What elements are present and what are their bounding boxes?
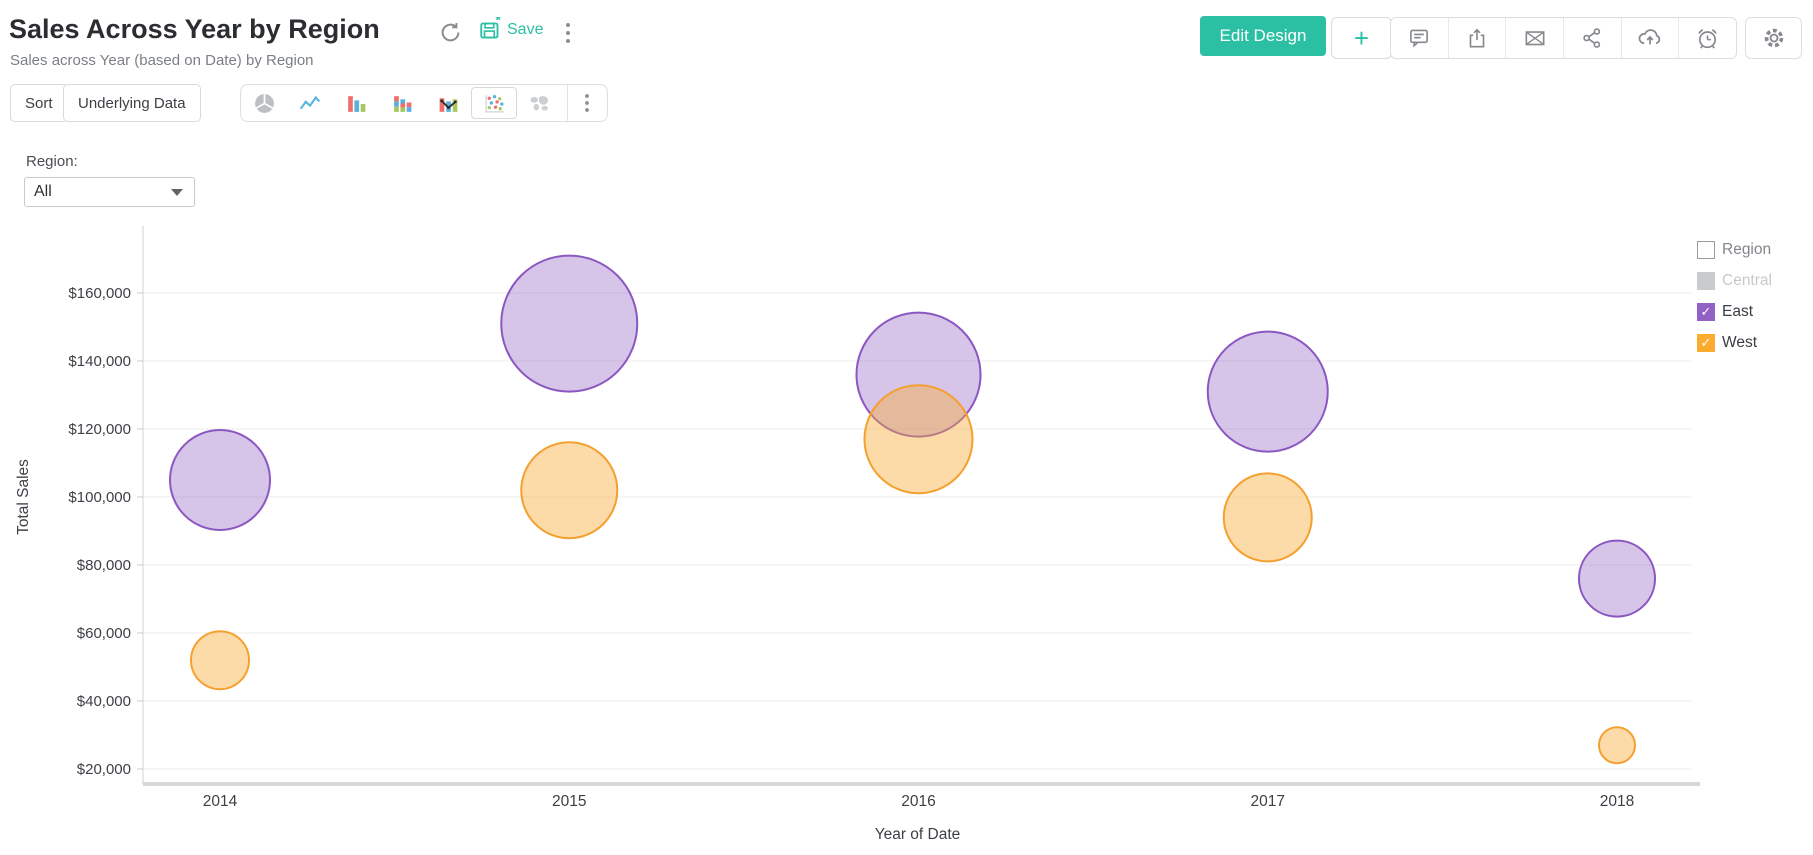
- x-tick-label: 2014: [203, 793, 238, 810]
- bubble-east-2018[interactable]: [1578, 539, 1656, 618]
- underlying-data-button[interactable]: Underlying Data: [63, 84, 201, 122]
- y-axis-title: Total Sales: [15, 459, 32, 535]
- chart-type-pie-icon[interactable]: [241, 87, 287, 119]
- sort-button[interactable]: Sort: [10, 84, 68, 122]
- x-tick-label: 2015: [552, 793, 586, 810]
- legend-label-central: Central: [1722, 271, 1772, 289]
- y-tick-label: $100,000: [68, 489, 131, 506]
- refresh-icon[interactable]: [437, 19, 464, 46]
- x-tick-label: 2017: [1251, 793, 1285, 810]
- share-icon: [1583, 28, 1601, 48]
- email-icon: [1525, 31, 1545, 46]
- export-button[interactable]: [1447, 18, 1506, 58]
- bubble-west-2014[interactable]: [190, 630, 250, 691]
- y-tick-label: $160,000: [68, 285, 131, 302]
- bubble-west-2015[interactable]: [520, 441, 619, 540]
- edit-design-button[interactable]: Edit Design: [1200, 16, 1326, 56]
- y-tick-label: $20,000: [77, 761, 131, 778]
- alarm-clock-icon: [1698, 28, 1717, 49]
- chart-type-map-icon[interactable]: [517, 87, 563, 119]
- chart-type-line-icon[interactable]: [287, 87, 333, 119]
- region-filter-dropdown[interactable]: All: [24, 177, 195, 207]
- legend-header-row[interactable]: Region: [1697, 240, 1772, 259]
- bubble-west-2016[interactable]: [863, 384, 974, 495]
- bubble-west-2018[interactable]: [1598, 726, 1636, 765]
- legend-checkbox-central[interactable]: [1697, 271, 1715, 290]
- cloud-upload-button[interactable]: [1620, 18, 1679, 58]
- chart-type-stacked-bar-icon[interactable]: [379, 87, 425, 119]
- save-button[interactable]: * Save: [478, 17, 543, 43]
- bubble-east-2014[interactable]: [169, 429, 271, 531]
- chart-type-bar-icon[interactable]: [333, 87, 379, 119]
- legend-item-central[interactable]: Central: [1697, 271, 1772, 290]
- svg-text:*: *: [495, 17, 501, 28]
- legend-checkbox-west[interactable]: ✓: [1697, 333, 1715, 352]
- chart-legend: Region Central ✓ East ✓ West: [1697, 240, 1772, 364]
- header-kebab-icon[interactable]: [558, 20, 578, 46]
- legend-checkbox-east[interactable]: ✓: [1697, 302, 1715, 321]
- x-tick-label: 2018: [1600, 793, 1634, 810]
- save-label: Save: [507, 21, 544, 38]
- legend-item-east[interactable]: ✓ East: [1697, 302, 1772, 321]
- toolbar-divider: [567, 85, 568, 121]
- chart-type-toolbar: [240, 84, 608, 122]
- region-filter-value: All: [34, 183, 52, 200]
- legend-label-east: East: [1722, 302, 1754, 320]
- legend-label-west: West: [1722, 333, 1758, 351]
- y-tick-label: $120,000: [68, 421, 131, 438]
- alert-button[interactable]: [1678, 18, 1736, 58]
- y-tick-label: $80,000: [77, 557, 131, 574]
- bubble-east-2015[interactable]: [500, 254, 639, 393]
- export-icon: [1469, 28, 1485, 48]
- cloud-upload-icon: [1638, 29, 1661, 45]
- add-button[interactable]: +: [1331, 17, 1392, 59]
- chart-type-more-icon[interactable]: [568, 91, 606, 115]
- share-button[interactable]: [1563, 18, 1621, 58]
- page-subtitle: Sales across Year (based on Date) by Reg…: [10, 52, 314, 69]
- chart-type-scatter-icon[interactable]: [471, 87, 517, 119]
- comment-button[interactable]: [1391, 18, 1448, 58]
- email-button[interactable]: [1505, 18, 1563, 58]
- y-tick-label: $60,000: [77, 625, 131, 642]
- y-tick-label: $40,000: [77, 693, 131, 710]
- legend-title: Region: [1722, 240, 1772, 258]
- header-action-group: [1390, 17, 1737, 59]
- bubble-west-2017[interactable]: [1222, 472, 1313, 563]
- comment-icon: [1410, 29, 1429, 48]
- save-icon: *: [480, 17, 501, 39]
- gear-icon: [1764, 28, 1783, 48]
- filter-label: Region:: [26, 153, 78, 170]
- x-tick-label: 2016: [901, 793, 935, 810]
- legend-item-west[interactable]: ✓ West: [1697, 333, 1772, 352]
- settings-button[interactable]: [1745, 17, 1802, 59]
- bubble-east-2016[interactable]: [855, 311, 982, 438]
- legend-header-checkbox[interactable]: [1697, 240, 1715, 259]
- y-tick-label: $140,000: [68, 353, 131, 370]
- bubble-east-2017[interactable]: [1206, 330, 1329, 453]
- page-title: Sales Across Year by Region: [9, 14, 380, 44]
- chart-type-combo-icon[interactable]: [425, 87, 471, 119]
- x-axis-title: Year of Date: [875, 826, 961, 843]
- chevron-down-icon: [171, 188, 183, 196]
